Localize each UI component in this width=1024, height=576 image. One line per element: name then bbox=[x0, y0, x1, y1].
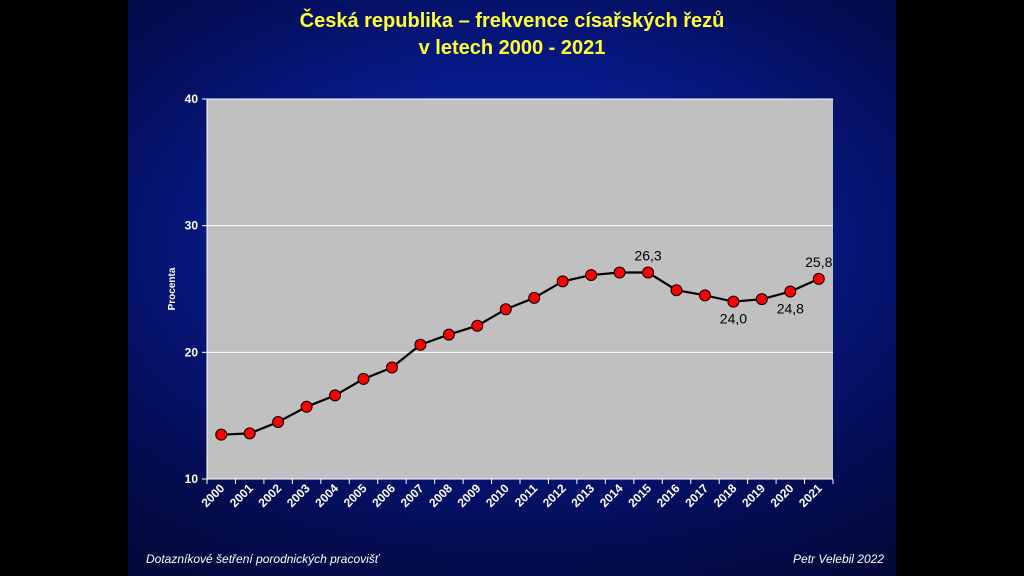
data-point bbox=[727, 295, 740, 308]
x-tick-label: 2012 bbox=[540, 481, 569, 510]
x-tick-label: 2018 bbox=[711, 481, 740, 510]
x-tick-label: 2007 bbox=[398, 481, 427, 510]
data-point bbox=[414, 338, 427, 351]
x-tick-label: 2009 bbox=[455, 481, 484, 510]
data-point bbox=[528, 291, 541, 304]
x-tick-label: 2006 bbox=[369, 481, 398, 510]
data-point bbox=[385, 361, 398, 374]
x-tick-label: 2004 bbox=[312, 481, 341, 510]
data-point bbox=[670, 284, 683, 297]
title-line-2: v letech 2000 - 2021 bbox=[418, 37, 606, 59]
y-axis-label: Procenta bbox=[167, 267, 178, 310]
y-tick-label: 40 bbox=[185, 92, 199, 106]
data-point bbox=[755, 293, 768, 306]
footer-source: Dotazníkové šetření porodnických pracovi… bbox=[146, 552, 380, 566]
data-label: 26,3 bbox=[634, 248, 661, 264]
data-point bbox=[784, 285, 797, 298]
x-tick-label: 2002 bbox=[255, 481, 284, 510]
x-tick-label: 2010 bbox=[483, 481, 512, 510]
data-point bbox=[215, 428, 228, 441]
x-tick-label: 2003 bbox=[284, 481, 313, 510]
plot-area bbox=[207, 99, 833, 479]
data-label: 25,8 bbox=[805, 254, 832, 270]
data-point bbox=[329, 389, 342, 402]
title-line-1: Česká republika – frekvence císařských ř… bbox=[299, 10, 725, 32]
data-point bbox=[442, 328, 455, 341]
x-tick-label: 2021 bbox=[796, 481, 825, 510]
x-tick-label: 2015 bbox=[625, 481, 654, 510]
y-tick-label: 30 bbox=[185, 219, 199, 233]
series-line bbox=[221, 271, 820, 436]
x-tick-label: 2005 bbox=[341, 481, 370, 510]
data-point bbox=[613, 266, 626, 279]
data-label: 24,8 bbox=[777, 301, 804, 317]
data-point bbox=[272, 416, 285, 428]
data-point bbox=[556, 275, 569, 288]
data-point bbox=[300, 400, 313, 413]
x-tick-label: 2008 bbox=[426, 481, 455, 510]
y-tick-label: 10 bbox=[185, 472, 199, 486]
data-point bbox=[471, 319, 484, 332]
chart-title: Česká republika – frekvence císařských ř… bbox=[128, 8, 896, 62]
x-tick-label: 2011 bbox=[512, 481, 541, 510]
x-tick-label: 2013 bbox=[568, 481, 597, 510]
data-label: 24,0 bbox=[720, 311, 747, 327]
data-point bbox=[585, 269, 598, 282]
x-tick-label: 2019 bbox=[739, 481, 768, 510]
data-point bbox=[499, 303, 512, 316]
data-point bbox=[642, 266, 655, 279]
x-tick-label: 2000 bbox=[199, 481, 228, 510]
x-tick-label: 2017 bbox=[682, 481, 711, 510]
footer-author: Petr Velebil 2022 bbox=[793, 552, 884, 566]
x-tick-label: 2016 bbox=[654, 481, 683, 510]
data-point bbox=[357, 372, 370, 385]
x-tick-label: 2014 bbox=[597, 481, 626, 510]
x-tick-label: 2001 bbox=[227, 481, 256, 510]
y-tick-label: 20 bbox=[185, 345, 199, 359]
x-tick-label: 2020 bbox=[768, 481, 797, 510]
data-point bbox=[812, 272, 825, 285]
data-point bbox=[243, 427, 256, 440]
data-point bbox=[698, 289, 711, 302]
